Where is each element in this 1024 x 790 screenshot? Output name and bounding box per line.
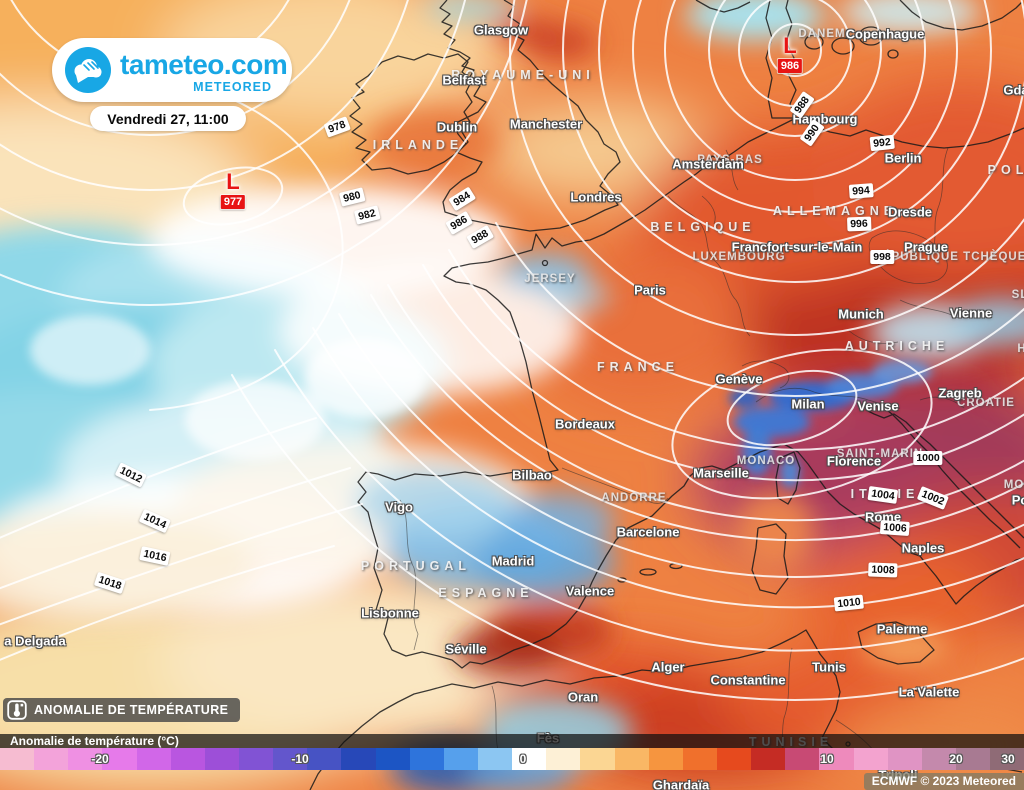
datetime-text: Vendredi 27, 11:00 — [107, 110, 229, 127]
legend-color-swatch — [204, 748, 239, 770]
legend-color-swatch — [990, 748, 1024, 770]
legend-badge-label: ANOMALIE DE TEMPÉRATURE — [34, 703, 229, 717]
legend-color-swatch — [102, 748, 137, 770]
attribution-label: ECMWF © 2023 Meteored — [863, 773, 1024, 790]
legend-color-swatch — [785, 748, 820, 770]
legend-color-swatch — [136, 748, 171, 770]
legend-color-swatch — [921, 748, 956, 770]
legend-title: Anomalie de température (°C) — [0, 734, 1024, 748]
legend-badge: ANOMALIE DE TEMPÉRATURE — [3, 698, 241, 722]
legend-color-swatch — [0, 748, 35, 770]
legend-color-swatch — [34, 748, 69, 770]
legend-color-swatch — [614, 748, 649, 770]
site-subtitle: METEORED — [193, 80, 272, 94]
legend-color-swatch — [443, 748, 478, 770]
legend-color-swatch — [648, 748, 683, 770]
legend-color-swatch — [580, 748, 615, 770]
logo[interactable]: tameteo.com METEORED — [52, 38, 292, 102]
legend-color-swatch — [238, 748, 274, 770]
legend-color-swatch — [546, 748, 581, 770]
legend-color-scale — [0, 748, 1024, 770]
legend-color-swatch — [68, 748, 103, 770]
legend-color-swatch — [682, 748, 717, 770]
legend-color-swatch — [341, 748, 376, 770]
datetime-label: Vendredi 27, 11:00 — [90, 106, 246, 131]
legend-color-swatch — [273, 748, 308, 770]
thermometer-icon — [7, 700, 27, 720]
legend-color-swatch — [512, 748, 547, 770]
legend-color-swatch — [375, 748, 410, 770]
legend-color-swatch — [307, 748, 342, 770]
legend-color-swatch — [477, 748, 513, 770]
site-title: tameteo.com — [120, 49, 288, 80]
logo-cloud-icon — [65, 47, 111, 93]
legend-color-swatch — [887, 748, 922, 770]
legend-color-swatch — [955, 748, 991, 770]
legend-color-swatch — [819, 748, 854, 770]
legend-color-swatch — [716, 748, 752, 770]
legend-color-swatch — [853, 748, 888, 770]
legend-color-swatch — [170, 748, 205, 770]
legend-color-swatch — [409, 748, 444, 770]
legend-color-swatch — [751, 748, 786, 770]
